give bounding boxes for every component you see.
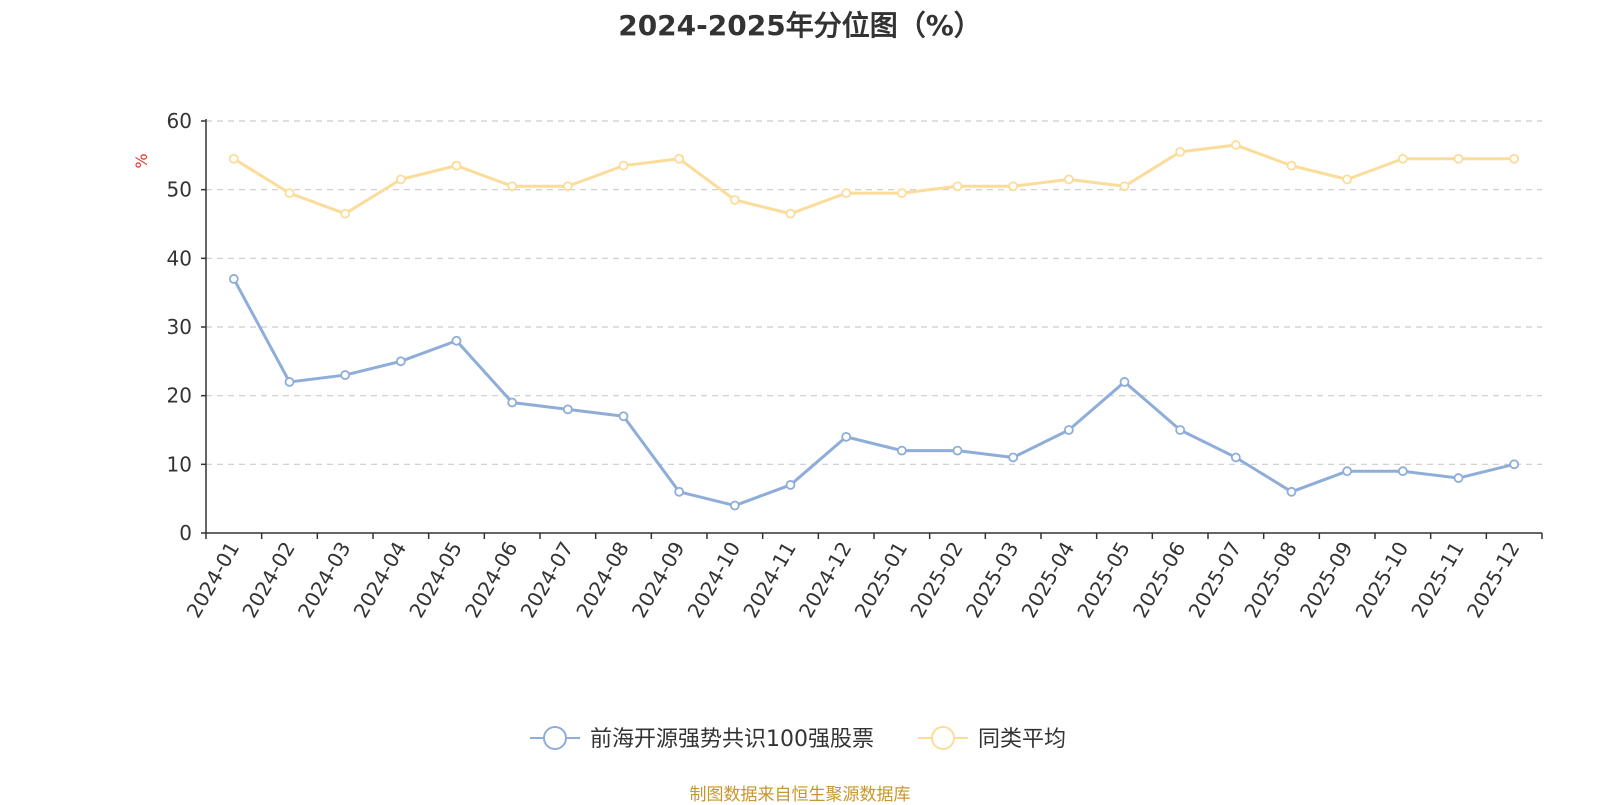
data-point <box>1509 153 1520 164</box>
x-tick-label: 2024-04 <box>349 538 412 622</box>
x-tick-label: 2024-03 <box>293 538 356 622</box>
data-point <box>228 274 239 284</box>
data-point <box>1230 140 1241 150</box>
data-point <box>896 188 907 199</box>
axes <box>205 119 1542 534</box>
x-tick-label: 2024-06 <box>460 538 523 622</box>
data-point <box>674 153 685 164</box>
x-tick-label: 2024-01 <box>182 538 245 622</box>
data-point <box>1397 153 1408 164</box>
y-tick-label: 50 <box>167 178 192 202</box>
y-tick-label: 30 <box>167 315 192 339</box>
data-point <box>618 411 629 422</box>
data-point <box>952 181 963 192</box>
x-tick-label: 2024-07 <box>516 538 579 622</box>
x-tick-label: 2024-09 <box>627 538 690 622</box>
data-point <box>1230 452 1241 463</box>
x-tick-label: 2024-12 <box>794 538 857 622</box>
y-tick-label: 0 <box>179 521 192 545</box>
y-tick-label: 20 <box>167 384 192 408</box>
data-point <box>729 500 740 511</box>
data-point <box>674 486 685 497</box>
data-point <box>1453 153 1464 164</box>
legend-swatch-marker <box>931 726 955 750</box>
data-point <box>1175 146 1186 157</box>
x-tick-label: 2025-10 <box>1351 538 1414 622</box>
data-point <box>451 335 462 346</box>
series-line <box>233 143 1515 216</box>
y-axis-ticks: 0 10 20 30 40 50 60 <box>167 109 206 545</box>
y-axis-label: % <box>132 153 151 168</box>
data-point <box>451 160 462 171</box>
series-line <box>232 278 1515 508</box>
data-point <box>1119 377 1130 387</box>
data-point <box>1175 425 1186 435</box>
data-point <box>340 370 351 380</box>
data-point <box>228 153 239 164</box>
data-point <box>841 188 852 199</box>
data-point <box>1342 174 1353 185</box>
data-point <box>1063 174 1074 185</box>
data-point <box>1008 452 1019 463</box>
y-tick-label: 40 <box>167 246 192 270</box>
legend-label[interactable]: 同类平均 <box>978 727 1066 752</box>
x-tick-label: 2025-07 <box>1184 538 1247 622</box>
data-point <box>562 404 573 415</box>
data-point <box>1509 459 1520 470</box>
series-layer <box>228 140 1520 511</box>
data-point <box>1119 181 1130 192</box>
x-tick-label: 2025-01 <box>850 538 913 622</box>
x-axis-ticks: 2024-012024-022024-032024-042024-052024-… <box>182 533 1543 622</box>
legend-label[interactable]: 前海开源强势共识100强股票 <box>590 727 874 752</box>
data-source-note: 制图数据来自恒生聚源数据库 <box>689 785 911 805</box>
data-point <box>395 356 406 367</box>
x-tick-label: 2024-05 <box>404 538 467 622</box>
data-point <box>1342 466 1353 477</box>
data-point <box>1286 486 1297 497</box>
y-tick-label: 60 <box>167 109 192 133</box>
x-tick-label: 2025-03 <box>961 538 1024 622</box>
data-point <box>1453 473 1464 483</box>
data-point <box>562 181 573 192</box>
data-point <box>395 174 406 185</box>
data-point <box>785 208 796 219</box>
data-point <box>1397 466 1408 477</box>
x-tick-label: 2024-10 <box>683 538 746 622</box>
x-tick-label: 2025-05 <box>1072 538 1135 622</box>
x-tick-label: 2025-04 <box>1017 538 1080 622</box>
data-point <box>729 195 740 205</box>
data-point <box>896 445 907 456</box>
x-tick-label: 2025-08 <box>1239 538 1302 622</box>
data-point <box>1063 425 1074 435</box>
x-tick-label: 2025-02 <box>905 538 968 622</box>
legend-swatch-marker <box>543 726 567 750</box>
data-point <box>340 208 351 219</box>
data-point <box>507 181 518 192</box>
x-tick-label: 2025-12 <box>1462 538 1525 622</box>
data-point <box>841 431 852 442</box>
x-tick-label: 2025-11 <box>1406 538 1469 622</box>
x-tick-label: 2025-09 <box>1295 538 1358 622</box>
data-point <box>618 160 629 171</box>
data-point <box>785 480 796 490</box>
x-tick-label: 2024-08 <box>571 538 634 622</box>
data-point <box>284 188 295 199</box>
data-point <box>1286 160 1297 171</box>
y-tick-label: 10 <box>167 452 192 476</box>
gridlines <box>206 120 1542 465</box>
data-point <box>1008 181 1019 192</box>
x-tick-label: 2024-11 <box>738 538 801 622</box>
chart-title: 2024-2025年分位图（%） <box>618 9 982 42</box>
legend: 前海开源强势共识100强股票 同类平均 <box>530 726 1066 752</box>
data-point <box>952 445 963 456</box>
x-tick-label: 2025-06 <box>1128 538 1191 622</box>
x-tick-label: 2024-02 <box>237 538 300 622</box>
data-point <box>284 377 295 387</box>
data-point <box>507 397 518 408</box>
